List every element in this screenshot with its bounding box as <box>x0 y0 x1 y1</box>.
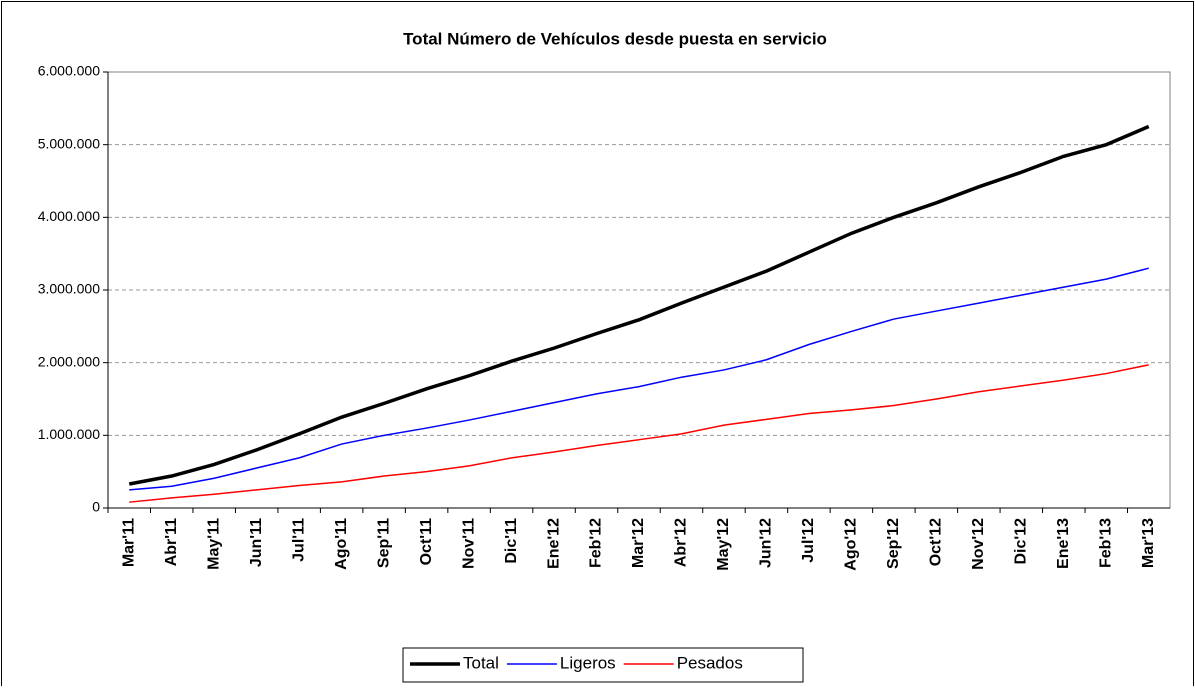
legend-box <box>402 647 804 683</box>
chart-title: Total Número de Vehículos desde puesta e… <box>403 29 827 48</box>
x-tick-label: Oct'11 <box>418 518 435 565</box>
x-tick-label: Dic'11 <box>503 518 520 564</box>
plot-area <box>107 71 1171 509</box>
x-tick-label: Ene'13 <box>1055 518 1072 569</box>
x-tick-label: Nov'12 <box>970 518 987 570</box>
x-tick-label: Ago'12 <box>843 518 860 571</box>
y-tick-label: 1.000.000 <box>38 426 100 442</box>
x-tick-label: Mar'13 <box>1140 518 1157 568</box>
x-tick-label: Feb'13 <box>1097 518 1114 568</box>
x-tick-label: Abr'12 <box>673 518 690 567</box>
x-tick-label: Nov'11 <box>460 518 477 569</box>
x-tick-label: Dic'12 <box>1013 518 1030 565</box>
legend: Total Ligeros Pesados <box>402 647 804 683</box>
x-tick-label: Ene'12 <box>545 518 562 569</box>
series-line <box>128 124 1150 486</box>
y-tick-label: 4.000.000 <box>38 208 100 224</box>
y-tick-label: 5.000.000 <box>38 135 100 151</box>
x-tick-label: Feb'12 <box>588 518 605 568</box>
x-tick-label: Abr'11 <box>163 518 180 566</box>
y-tick-label: 0 <box>92 499 100 515</box>
series-line <box>129 364 1149 503</box>
x-tick-label: Ago'11 <box>333 518 350 570</box>
y-tick-label: 6.000.000 <box>38 63 100 79</box>
x-tick-label: Jun'12 <box>758 518 775 568</box>
x-tick-label: Oct'12 <box>928 518 945 566</box>
legend-label: Pesados <box>677 653 743 672</box>
y-tick-label: 3.000.000 <box>38 281 100 297</box>
x-tick-label: Jun'11 <box>248 518 265 567</box>
x-tick-label: Sep'11 <box>375 518 392 568</box>
x-tick-label: Jul'12 <box>800 518 817 563</box>
legend-label: Total <box>463 653 499 672</box>
x-tick-label: Sep'12 <box>885 518 902 569</box>
x-tick-label: Mar'11 <box>120 518 137 567</box>
series-line <box>129 267 1149 491</box>
x-tick-label: May'11 <box>205 518 222 570</box>
x-tick-label: May'12 <box>715 518 732 571</box>
x-tick-label: Mar'12 <box>630 518 647 568</box>
x-tick-label: Jul'11 <box>290 518 307 562</box>
y-tick-label: 2.000.000 <box>38 353 100 369</box>
legend-label: Ligeros <box>560 653 616 672</box>
